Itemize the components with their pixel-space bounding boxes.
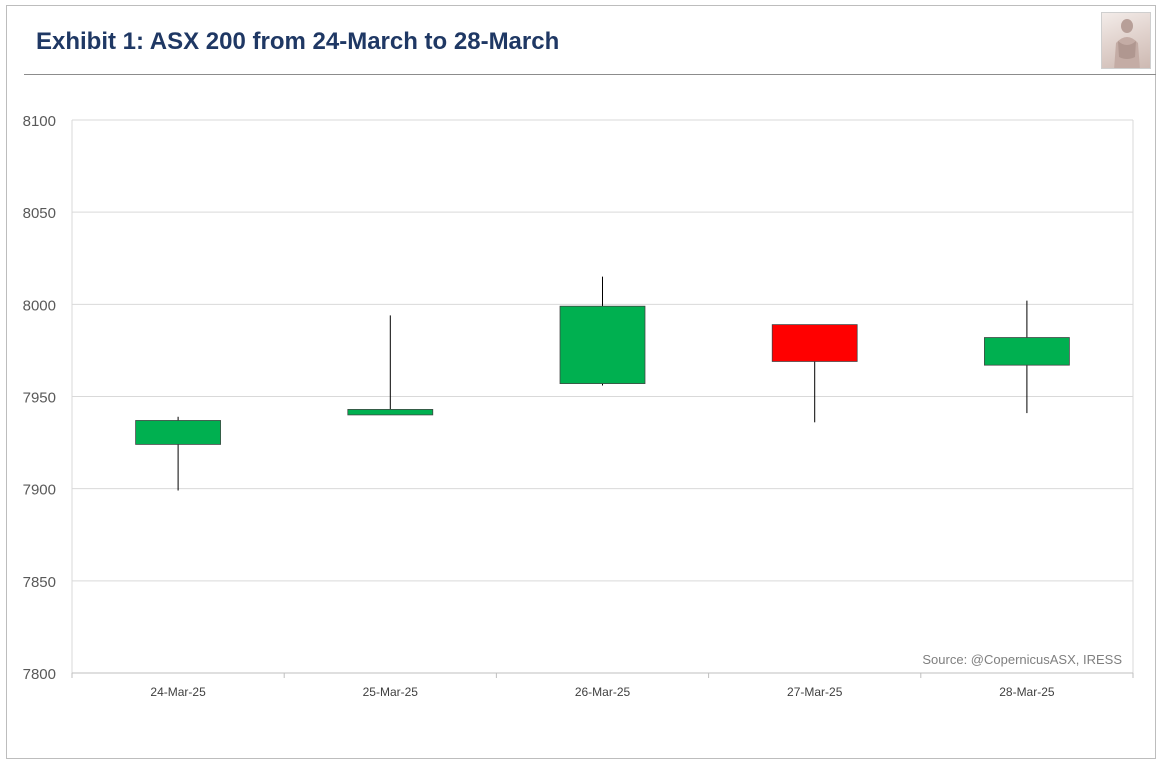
chart-frame — [6, 5, 1156, 759]
y-tick-label: 7900 — [23, 482, 56, 499]
y-tick-label: 7950 — [23, 390, 56, 407]
candle — [771, 324, 858, 423]
x-tick-label: 27-Mar-25 — [787, 685, 843, 699]
candle — [135, 416, 221, 491]
candles — [135, 276, 1070, 491]
x-axis: 24-Mar-25 25-Mar-25 26-Mar-25 27-Mar-25 28-M… — [71, 672, 1134, 699]
page-title: Exhibit 1: ASX 200 from 24-March to 28-M… — [36, 28, 560, 55]
x-tick-label: 28-Mar-25 — [999, 685, 1055, 699]
y-tick-label: 7850 — [23, 574, 56, 591]
y-tick-label: 7800 — [23, 666, 56, 683]
candle — [984, 300, 1070, 414]
x-tick-label: 24-Mar-25 — [150, 685, 206, 699]
candle — [559, 276, 646, 386]
title-divider — [24, 74, 1156, 75]
candle — [347, 315, 434, 416]
y-tick-label: 8100 — [23, 113, 56, 130]
candle-body — [771, 324, 858, 362]
candle-body — [347, 409, 434, 416]
candle-body — [984, 337, 1070, 366]
statue-logo-icon — [1101, 12, 1151, 69]
source-annotation: Source: @CopernicusASX, IRESS — [922, 652, 1122, 667]
gridlines — [71, 119, 1134, 674]
candle-body — [559, 305, 646, 384]
candle-body — [135, 420, 221, 445]
y-tick-label: 8050 — [23, 205, 56, 222]
x-tick-label: 25-Mar-25 — [363, 685, 419, 699]
y-tick-label: 8000 — [23, 297, 56, 314]
x-tick-label: 26-Mar-25 — [575, 685, 631, 699]
y-axis-ticks: 8100 8050 8000 7950 7900 7850 7800 — [23, 113, 56, 683]
